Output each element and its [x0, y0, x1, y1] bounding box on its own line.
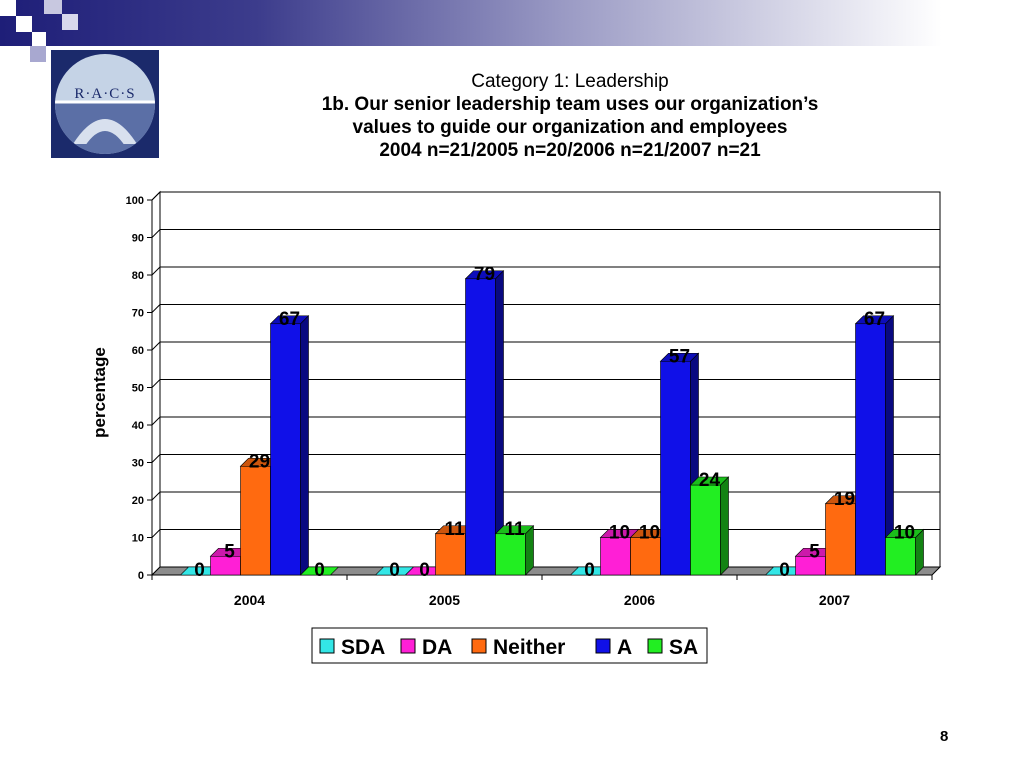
bar-sa-2006: [690, 484, 721, 576]
data-label: 57: [669, 346, 690, 367]
legend-swatch-da: [400, 638, 416, 654]
data-label: 0: [584, 560, 595, 581]
x-tick-label: 2006: [624, 592, 655, 608]
bar-top: [464, 270, 505, 280]
bar-side: [525, 525, 534, 576]
legend-label-neither: Neither: [493, 636, 565, 659]
bar-side: [720, 476, 729, 576]
gridline-side: [151, 191, 161, 201]
bar-top: [689, 476, 730, 486]
data-label: 0: [779, 560, 790, 581]
gridline-side: [151, 304, 161, 313]
gridline-side: [151, 266, 161, 276]
x-tick-label: 2005: [429, 592, 460, 608]
data-label: 10: [639, 523, 660, 544]
bar-a-2004: [270, 323, 301, 576]
bar-a-2005: [465, 278, 496, 576]
bar-top: [884, 529, 925, 538]
bar-top: [269, 315, 310, 325]
data-label: 10: [894, 523, 915, 544]
legend-swatch-a: [595, 638, 611, 654]
gridline-side: [151, 454, 161, 463]
bar-neither-2004: [240, 465, 271, 576]
y-tick-label: 90: [132, 233, 144, 245]
y-tick-label: 0: [138, 570, 144, 582]
bar-sa-2005: [495, 533, 526, 576]
data-label: 24: [699, 470, 721, 491]
legend-label-da: DA: [422, 636, 452, 659]
bar-a-2006: [660, 360, 691, 576]
logo-emblem: R·A·C·S: [55, 54, 155, 154]
data-label: 5: [224, 541, 235, 562]
title-line-4: 2004 n=21/2005 n=20/2006 n=21/2007 n=21: [379, 140, 761, 161]
gridline-side: [151, 491, 161, 501]
y-tick-label: 80: [132, 270, 144, 282]
logo-text: R·A·C·S: [74, 86, 136, 102]
legend-swatch-sa: [647, 638, 663, 654]
y-tick-label: 70: [132, 308, 144, 320]
data-label: 0: [314, 560, 325, 581]
title-line-3: values to guide our organization and emp…: [352, 117, 788, 138]
data-label: 11: [444, 519, 465, 540]
y-tick-label: 30: [132, 458, 144, 470]
bar-side: [300, 315, 309, 576]
bar-top: [659, 352, 700, 362]
x-tick-label: 2004: [234, 592, 265, 608]
racs-logo: R·A·C·S: [51, 50, 159, 158]
legend-swatch-neither: [471, 638, 487, 654]
bar-top: [494, 525, 535, 535]
decor-square: [62, 14, 78, 30]
bar-a-2007: [855, 323, 886, 576]
decor-square: [30, 46, 46, 62]
data-label: 67: [279, 309, 300, 330]
data-label: 79: [474, 264, 495, 285]
data-label: 29: [249, 451, 270, 472]
data-label: 5: [809, 541, 820, 562]
y-tick-label: 60: [132, 345, 144, 357]
logo-mountain-icon: [55, 100, 155, 154]
bar-sa-2004: [299, 566, 340, 576]
bar-neither-2007: [825, 503, 856, 576]
slide-title: Category 1: Leadership 1b. Our senior le…: [250, 70, 890, 162]
gridline-side: [151, 341, 161, 351]
data-label: 67: [864, 309, 885, 330]
gridline-side: [151, 229, 161, 238]
legend-label-sda: SDA: [341, 636, 385, 659]
data-label: 0: [419, 560, 430, 581]
bar-neither-2005: [435, 533, 466, 576]
data-label: 10: [609, 523, 630, 544]
y-tick-label: 20: [132, 495, 144, 507]
y-tick-label: 100: [126, 195, 144, 207]
bar-top: [854, 315, 895, 325]
x-tick-label: 2007: [819, 592, 850, 608]
y-axis-label: percentage: [90, 347, 109, 438]
y-tick-label: 10: [132, 533, 144, 545]
page-number: 8: [940, 728, 949, 745]
decor-square: [0, 0, 16, 16]
header-gradient-band: [0, 0, 1024, 46]
legend-label-a: A: [617, 636, 632, 659]
data-label: 19: [834, 489, 855, 510]
legend: [311, 627, 708, 664]
data-label: 0: [389, 560, 400, 581]
legend-label-sa: SA: [669, 636, 698, 659]
title-line-2: 1b. Our senior leadership team uses our …: [321, 94, 819, 115]
decor-square: [32, 32, 46, 46]
title-line-1: Category 1: Leadership: [471, 71, 669, 92]
data-label: 0: [194, 560, 205, 581]
legend-swatch-sda: [319, 638, 335, 654]
decor-square: [44, 0, 62, 14]
y-tick-label: 50: [132, 383, 144, 395]
y-tick-label: 40: [132, 420, 144, 432]
gridline-side: [151, 379, 161, 388]
gridline-side: [151, 529, 161, 538]
data-label: 11: [504, 519, 525, 540]
gridline-side: [151, 416, 161, 426]
decor-square: [16, 16, 32, 32]
